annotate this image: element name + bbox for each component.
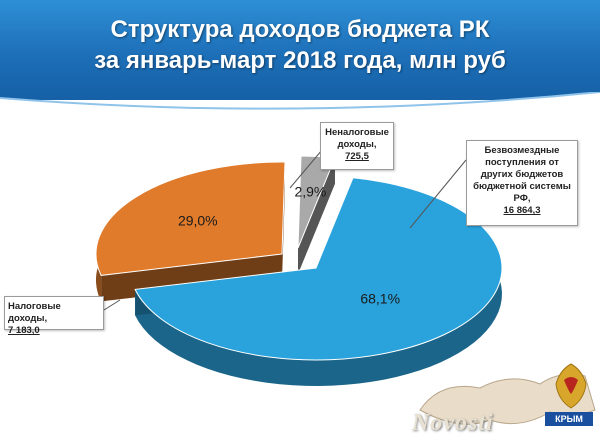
crest-icon [555,363,587,409]
leader-line-non-tax [289,149,323,189]
watermark-brand: КРЫМ [545,412,593,426]
pie-slice-1 [95,161,286,276]
callout-tax-name: Налоговые доходы, [8,301,61,324]
chart-title-line-1: Структура доходов бюджета РК [110,16,490,43]
callout-non-tax: Неналоговые доходы, 725,5 [320,122,394,170]
title-banner: Структура доходов бюджета РК за январь-м… [0,0,600,100]
callout-tax: Налоговые доходы, 7 183,0 [4,296,104,336]
chart-title: Структура доходов бюджета РК за январь-м… [0,14,600,76]
crimea-map-decoration [419,373,596,425]
callout-tax-value: 7 183,0 [8,325,40,336]
callout-transfers: Безвозмездные поступления от других бюдж… [466,140,578,226]
watermark-site: Novosti [412,410,494,436]
chart-title-line-2: за январь-март 2018 года, млн руб [94,47,506,74]
callout-transfers-value: 16 864,3 [503,205,541,216]
callout-transfers-name: Безвозмездные поступления от других бюдж… [473,145,571,204]
callout-non-tax-value: 725,5 [345,151,369,162]
leader-line-transfers [409,159,467,229]
pie-percent-label-0: 68,1% [360,291,400,307]
pie-slice-0 [134,177,503,361]
callout-non-tax-name: Неналоговые доходы, [325,127,389,150]
pie-percent-label-1: 29,0% [178,213,218,229]
leader-line-tax [103,299,121,311]
pie-slice-wall-2-1 [298,157,335,274]
pie-percent-label-2: 2,9% [294,183,326,199]
banner-curve-decoration [0,92,600,132]
